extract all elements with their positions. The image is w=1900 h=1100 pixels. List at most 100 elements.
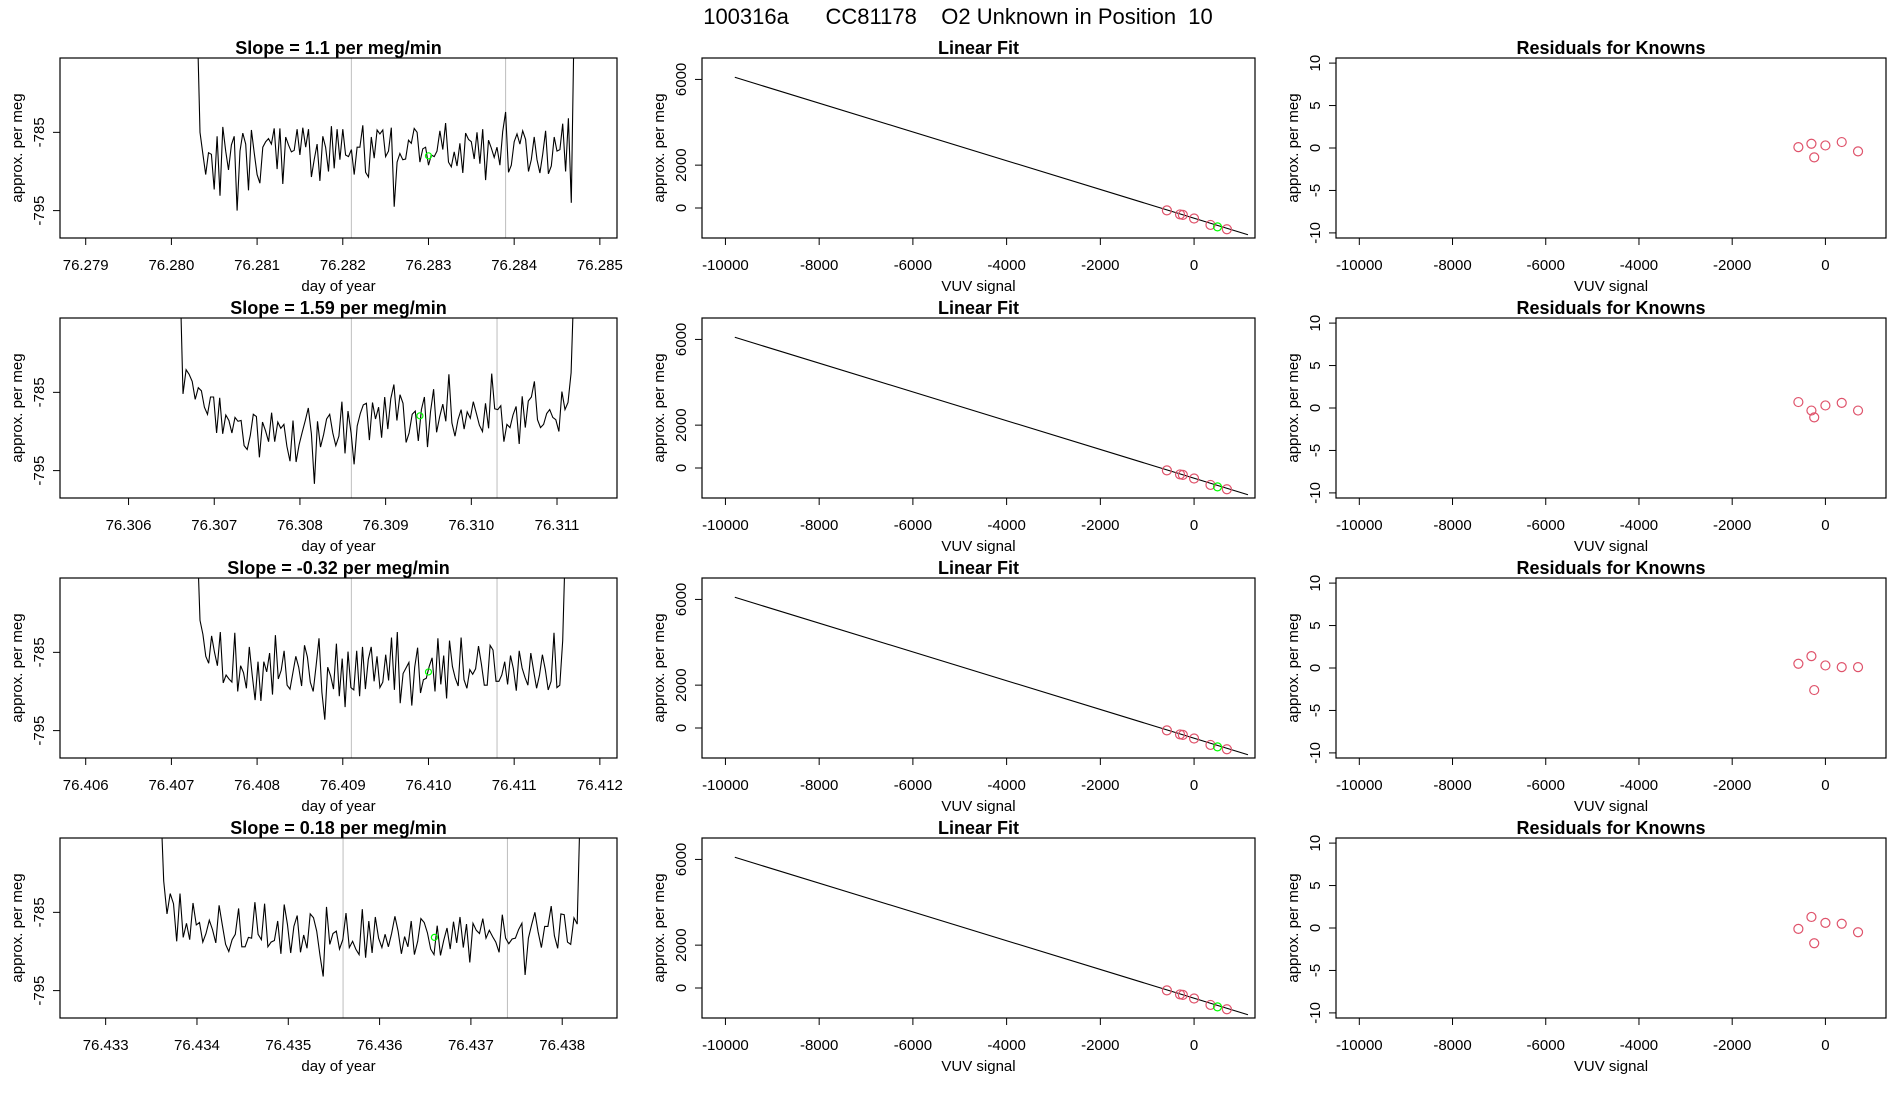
x-axis-label: day of year xyxy=(301,1058,375,1075)
x-tick-label: -6000 xyxy=(1527,1037,1565,1054)
x-tick-label: 76.284 xyxy=(491,257,537,274)
panel-title: Slope = 0.18 per meg/min xyxy=(230,818,447,838)
plot-frame xyxy=(701,577,1256,759)
y-axis: -785 -795 xyxy=(31,117,60,226)
y-tick-label: 0 xyxy=(1307,144,1324,152)
y-axis: -785 -795 xyxy=(31,637,60,746)
x-tick-label: -8000 xyxy=(800,1037,838,1054)
panel-title: Slope = 1.59 per meg/min xyxy=(230,298,447,318)
x-tick-label: 0 xyxy=(1821,1037,1829,1054)
x-axis: -10000 -8000 -6000 -4000 -2000 0 xyxy=(702,238,1198,274)
x-tick-label: 76.283 xyxy=(406,257,452,274)
highlight-point xyxy=(1212,222,1223,232)
x-axis: 76.279 76.280 76.281 76.282 76.283 76.284 76.2… xyxy=(63,238,623,274)
data-point xyxy=(1205,739,1216,751)
x-tick-label: -6000 xyxy=(894,777,932,794)
chart-panel-1-0: Slope = 1.59 per meg/min day of year appro… xyxy=(9,298,618,555)
plot-frame xyxy=(701,57,1256,239)
y-tick-label: 6000 xyxy=(673,843,690,876)
x-axis: 76.306 76.307 76.308 76.309 76.310 76.311 xyxy=(106,498,580,534)
data-point xyxy=(1809,412,1820,423)
chart-panel-1-1: Linear Fit VUV signal approx. per meg -1000… xyxy=(651,298,1256,555)
x-tick-label: -8000 xyxy=(1433,777,1471,794)
plot-frame xyxy=(59,837,618,1019)
figure-title: 100316a CC81178 O2 Unknown in Position 1… xyxy=(703,4,1213,29)
y-axis: 0 2000 6000 xyxy=(673,63,702,212)
x-axis-label: VUV signal xyxy=(941,278,1015,295)
plot-frame xyxy=(1335,317,1887,499)
chart-panel-0-1: Linear Fit VUV signal approx. per meg -1000… xyxy=(651,38,1256,295)
y-axis: 10 5 0 -5 -10 xyxy=(1307,315,1336,504)
x-tick-label: 76.311 xyxy=(535,517,580,534)
x-axis: 76.433 76.434 76.435 76.436 76.437 76.438 xyxy=(83,1018,585,1054)
plot-area xyxy=(197,58,575,238)
plot-area xyxy=(198,578,565,758)
x-tick-label: 76.306 xyxy=(106,517,152,534)
x-tick-label: -6000 xyxy=(894,257,932,274)
x-tick-label: -4000 xyxy=(987,777,1025,794)
data-point xyxy=(1836,918,1847,929)
y-tick-label: 5 xyxy=(1307,621,1324,629)
highlight-point xyxy=(1212,482,1223,492)
plot-frame xyxy=(59,57,618,239)
x-tick-label: -6000 xyxy=(1527,257,1565,274)
y-tick-label: -5 xyxy=(1307,964,1324,977)
data-point xyxy=(1177,729,1188,740)
x-tick-label: -2000 xyxy=(1081,257,1119,274)
x-tick-label: 0 xyxy=(1821,257,1829,274)
y-axis-label: approx. per meg xyxy=(9,93,26,202)
x-axis-label: day of year xyxy=(301,538,375,555)
x-tick-label: -6000 xyxy=(894,1037,932,1054)
y-tick-label: -785 xyxy=(31,117,48,147)
y-tick-label: 2000 xyxy=(673,668,690,701)
x-axis: -10000 -8000 -6000 -4000 -2000 0 xyxy=(1336,498,1830,534)
chart-panel-3-2: Residuals for Knowns VUV signal approx. pe… xyxy=(1285,818,1887,1075)
data-point xyxy=(1188,213,1200,224)
y-tick-label: -10 xyxy=(1307,742,1324,764)
x-tick-label: 76.282 xyxy=(320,257,366,274)
plot-frame xyxy=(59,577,618,759)
y-tick-label: 0 xyxy=(673,464,690,472)
data-point xyxy=(1852,662,1864,673)
plot-area xyxy=(734,856,1249,1016)
y-tick-label: 0 xyxy=(673,724,690,732)
chart-panel-2-1: Linear Fit VUV signal approx. per meg -1000… xyxy=(651,558,1256,815)
data-point xyxy=(1809,152,1820,163)
data-point xyxy=(1161,985,1172,996)
panel-title: Linear Fit xyxy=(938,38,1019,58)
y-axis: 10 5 0 -5 -10 xyxy=(1307,55,1336,244)
y-axis-label: approx. per meg xyxy=(1285,613,1302,722)
y-tick-label: 0 xyxy=(673,984,690,992)
x-tick-label: 76.437 xyxy=(448,1037,494,1054)
x-tick-label: 0 xyxy=(1190,257,1198,274)
y-tick-label: 2000 xyxy=(673,148,690,181)
y-tick-label: 0 xyxy=(1307,924,1324,932)
x-tick-label: 76.433 xyxy=(83,1037,129,1054)
plot-frame xyxy=(701,837,1256,1019)
plot-area xyxy=(1793,396,1864,423)
x-tick-label: 76.309 xyxy=(363,517,409,534)
x-tick-label: -10000 xyxy=(1336,517,1383,534)
x-tick-label: 76.434 xyxy=(174,1037,220,1054)
y-tick-label: 6000 xyxy=(673,323,690,356)
x-axis-label: VUV signal xyxy=(1574,1058,1648,1075)
y-tick-label: 6000 xyxy=(673,63,690,96)
x-axis: -10000 -8000 -6000 -4000 -2000 0 xyxy=(702,498,1198,534)
y-tick-label: -10 xyxy=(1307,1002,1324,1024)
y-tick-label: 10 xyxy=(1307,315,1324,332)
plot-frame xyxy=(1335,577,1887,759)
chart-panel-3-0: Slope = 0.18 per meg/min day of year appro… xyxy=(9,818,618,1075)
plot-area xyxy=(1793,911,1864,949)
data-point xyxy=(1836,136,1847,148)
x-tick-label: 76.408 xyxy=(234,777,280,794)
x-tick-label: -10000 xyxy=(702,777,749,794)
x-tick-label: -6000 xyxy=(1527,777,1565,794)
y-axis: 0 2000 6000 xyxy=(673,843,702,992)
data-point xyxy=(1188,473,1200,484)
data-point xyxy=(1820,917,1831,929)
y-axis: 10 5 0 -5 -10 xyxy=(1307,835,1336,1024)
data-point xyxy=(1177,989,1188,1000)
y-tick-label: 0 xyxy=(1307,664,1324,672)
y-tick-label: -10 xyxy=(1307,482,1324,504)
x-axis: -10000 -8000 -6000 -4000 -2000 0 xyxy=(702,1018,1198,1054)
